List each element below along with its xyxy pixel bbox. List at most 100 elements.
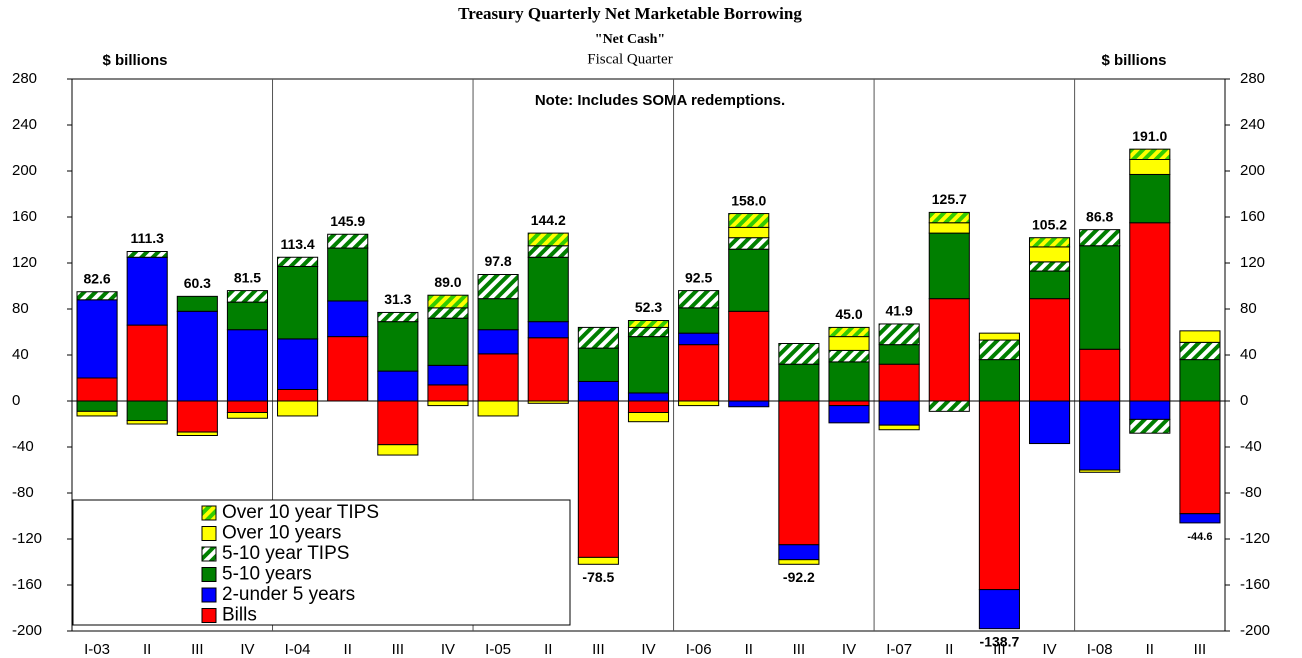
total-label: 97.8: [484, 253, 511, 269]
bar-segment: [176, 431, 218, 436]
y-tick-label: -120: [12, 530, 42, 547]
legend-label: 2-under 5 years: [222, 584, 355, 605]
bar-segment: [427, 364, 469, 386]
bar-segment: [577, 400, 619, 558]
legend-label: Bills: [222, 605, 257, 626]
total-label: 92.5: [685, 269, 712, 285]
bar-segment: [577, 326, 619, 349]
legend-box: [72, 499, 571, 626]
total-label: 86.8: [1086, 208, 1113, 224]
y-tick-label: -40: [12, 438, 34, 455]
y2-tick-label: -40: [1240, 438, 1262, 455]
y-tick-label: 240: [12, 116, 37, 133]
bar-segment: [778, 400, 820, 546]
y2-tick-label: 120: [1240, 254, 1265, 271]
bar-segment: [427, 317, 469, 366]
bar-segment: [577, 556, 619, 565]
bar-segment: [277, 265, 319, 340]
bar-segment: [126, 400, 168, 422]
y2-tick-label: -80: [1240, 484, 1262, 501]
chart-title: Treasury Quarterly Net Marketable Borrow…: [458, 4, 802, 23]
bar-segment: [1079, 348, 1121, 402]
x-tick-label: IV: [842, 641, 856, 658]
bar-segment: [76, 291, 118, 301]
bar-segment: [1079, 400, 1121, 471]
bar-segment: [1079, 469, 1121, 473]
total-label: 191.0: [1132, 128, 1167, 144]
bar-segment: [76, 377, 118, 402]
bar-segment: [327, 336, 369, 402]
bar-segment: [277, 338, 319, 390]
bar-segment: [226, 301, 269, 331]
bar-segment: [1129, 173, 1171, 224]
note: Note: Includes SOMA redemptions.: [535, 92, 785, 109]
y2-tick-label: -160: [1240, 576, 1270, 593]
bar-segment: [728, 237, 770, 250]
bar-segment: [1129, 148, 1171, 160]
bar-segment: [1028, 237, 1071, 248]
bar-segment: [928, 400, 970, 412]
total-label: 144.2: [531, 212, 566, 228]
bar-segment: [1129, 159, 1171, 175]
bar-segment: [126, 420, 168, 425]
bar-segment: [477, 298, 519, 331]
bar-segment: [928, 232, 970, 300]
bar-segment: [126, 256, 168, 326]
y-tick-label: 120: [12, 254, 37, 271]
y-tick-label: -80: [12, 484, 34, 501]
bar-segment: [377, 311, 419, 323]
bar-segment: [477, 329, 519, 355]
y2-tick-label: 0: [1240, 392, 1248, 409]
legend-swatch: [201, 546, 217, 562]
bar-segment: [928, 298, 970, 402]
bar-segment: [627, 412, 670, 423]
legend-swatch: [201, 505, 217, 521]
x-tick-label: I-04: [285, 641, 311, 658]
bar-segment: [627, 392, 670, 402]
bar-segment: [1079, 229, 1121, 247]
bar-segment: [527, 256, 569, 323]
bar-segment: [728, 310, 770, 402]
x-tick-label: IV: [1042, 641, 1056, 658]
x-tick-label: II: [143, 641, 151, 658]
y-tick-label: 0: [12, 392, 20, 409]
bar-segment: [577, 380, 619, 402]
bar-segment: [577, 347, 619, 382]
bar-segment: [477, 400, 519, 417]
bar-segment: [327, 300, 369, 338]
bar-segment: [778, 544, 820, 561]
total-label: 31.3: [384, 291, 411, 307]
bar-segment: [1028, 298, 1071, 402]
y-tick-label: 80: [12, 300, 29, 317]
bar-segment: [1179, 341, 1221, 361]
bar-segment: [527, 232, 569, 247]
bar-segment: [828, 326, 870, 338]
total-label: 45.0: [835, 306, 862, 322]
total-label: 52.3: [635, 299, 662, 315]
bar-segment: [978, 589, 1020, 630]
x-tick-label: III: [392, 641, 405, 658]
bar-segment: [1079, 245, 1121, 350]
bar-segment: [978, 359, 1020, 402]
bar-segment: [1179, 330, 1221, 343]
legend-swatch: [201, 608, 217, 623]
bar-segment: [878, 323, 920, 346]
bar-segment: [327, 233, 369, 249]
total-label: 105.2: [1032, 216, 1067, 232]
bar-segment: [377, 400, 419, 446]
y-tick-label: 40: [12, 346, 29, 363]
bar-segment: [427, 307, 469, 319]
bar-segment: [928, 211, 970, 224]
bar-segment: [878, 344, 920, 365]
total-label: 60.3: [184, 275, 211, 291]
bar-segment: [828, 361, 870, 402]
total-label: -44.6: [1187, 531, 1212, 543]
bar-segment: [226, 290, 269, 303]
bar-segment: [678, 332, 720, 346]
bar-segment: [778, 559, 820, 565]
bar-segment: [327, 247, 369, 302]
total-label: -78.5: [582, 569, 614, 585]
total-label: 41.9: [886, 303, 913, 319]
y-tick-label: 280: [12, 70, 37, 87]
